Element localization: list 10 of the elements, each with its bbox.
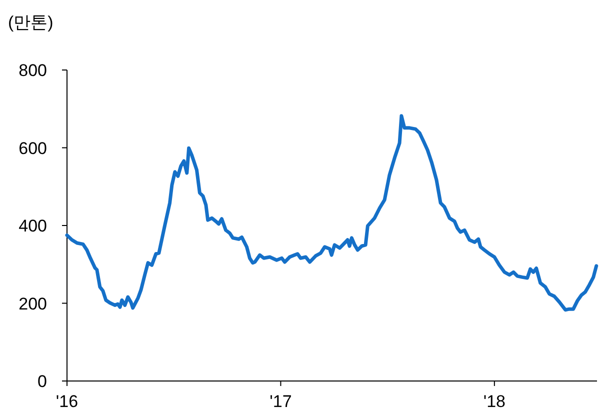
- x-tick-label: '16: [56, 392, 78, 408]
- y-tick-label: 0: [38, 372, 47, 391]
- y-tick-label: 200: [18, 294, 47, 314]
- x-tick-label: '18: [483, 392, 506, 408]
- line-series: [65, 114, 598, 312]
- y-tick-label: 800: [18, 61, 47, 80]
- y-axis-title: (만톤): [8, 13, 54, 32]
- y-tick-label: 400: [18, 216, 47, 236]
- x-tick-label: '17: [270, 392, 292, 408]
- y-tick-label: 600: [18, 138, 47, 158]
